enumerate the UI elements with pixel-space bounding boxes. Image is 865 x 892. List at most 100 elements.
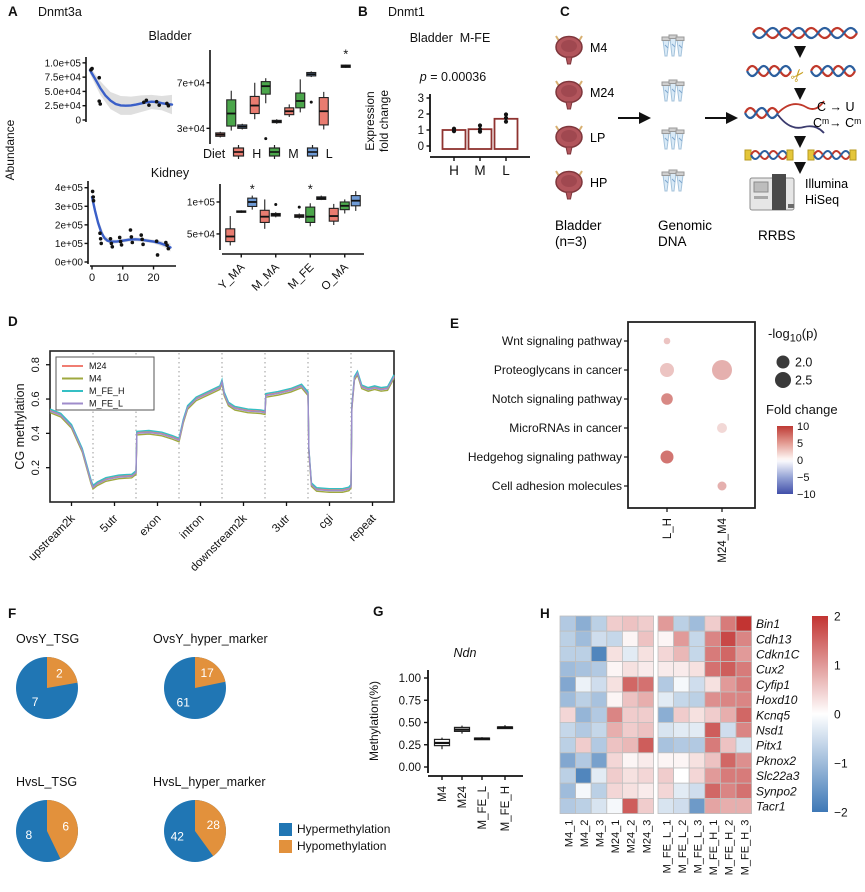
dnmt1-bar-chart: 0 1 2 3 H M L — [418, 93, 530, 178]
ndn-gene-title: Ndn — [453, 646, 477, 660]
svg-text:M_FE_L_2: M_FE_L_2 — [677, 820, 689, 874]
svg-text:2.5: 2.5 — [795, 374, 812, 388]
expression-axis-label: Expression fold change — [363, 66, 391, 176]
panel-c-label: C — [560, 4, 570, 19]
svg-text:cgi: cgi — [317, 513, 336, 532]
svg-text:28: 28 — [207, 818, 221, 832]
diet-m-label: M — [288, 146, 299, 161]
svg-text:17: 17 — [200, 666, 214, 680]
p-value: = 0.00036 — [426, 70, 487, 84]
svg-text:MicroRNAs in cancer: MicroRNAs in cancer — [509, 421, 622, 435]
panel-d-label: D — [8, 314, 18, 329]
caption-rrbs: RRBS — [758, 228, 796, 243]
svg-text:M_FE_H: M_FE_H — [500, 786, 512, 831]
svg-text:−2: −2 — [834, 806, 848, 820]
svg-text:10: 10 — [117, 272, 129, 284]
logp-prefix: -log — [768, 326, 790, 341]
svg-text:1e+05: 1e+05 — [187, 197, 216, 208]
svg-text:Proteoglycans in cancer: Proteoglycans in cancer — [494, 363, 622, 377]
svg-text:HvsL_TSG: HvsL_TSG — [16, 775, 77, 789]
svg-text:2.5e+04: 2.5e+04 — [45, 101, 82, 112]
svg-text:Hoxd10: Hoxd10 — [756, 693, 798, 707]
bladder-subplot-title: Bladder — [148, 29, 192, 43]
svg-text:Cell adhesion molecules: Cell adhesion molecules — [492, 479, 622, 493]
diet-m-box-icon — [268, 144, 281, 163]
diet-l-box-icon — [306, 144, 319, 163]
svg-text:M24: M24 — [89, 361, 107, 371]
svg-text:1e+05: 1e+05 — [55, 239, 84, 250]
svg-text:0.8: 0.8 — [30, 357, 42, 372]
expression-axis-label-line1: Expression — [363, 91, 377, 151]
panel-a-gene-title: Dnmt3a — [38, 5, 82, 19]
svg-text:Notch signaling pathway: Notch signaling pathway — [492, 392, 622, 406]
svg-text:L: L — [502, 163, 510, 178]
svg-text:5: 5 — [797, 438, 803, 450]
bladder-scatter-plot: 1.0e+05 7.5e+04 5.0e+04 2.5e+04 0 — [45, 57, 174, 127]
abundance-axis-label: Abundance — [3, 119, 17, 181]
svg-text:Cux2: Cux2 — [756, 663, 784, 677]
svg-text:3e+04: 3e+04 — [177, 124, 206, 135]
panel-b-gene-title: Dnmt1 — [388, 5, 425, 19]
dna-cut-fragments: ✂ — [746, 64, 856, 87]
svg-text:M_FE_L_1: M_FE_L_1 — [661, 820, 673, 874]
svg-text:exon: exon — [138, 513, 164, 539]
svg-text:3utr: 3utr — [270, 513, 293, 536]
svg-text:M24_1: M24_1 — [610, 820, 622, 854]
ndn-boxplot: 1.00 0.75 0.50 0.25 0.00 M4 M24 M_FE_L M_FE_H — [399, 670, 523, 831]
kidney-scatter-plot: 4e+05 3e+05 2e+05 1e+05 0e+00 0 10 20 — [55, 181, 176, 284]
svg-text:M24_3: M24_3 — [641, 820, 653, 854]
svg-text:H: H — [449, 163, 459, 178]
caption-genomic: Genomic — [658, 218, 712, 233]
caption-n3: (n=3) — [555, 234, 587, 249]
panel-b-subtitle: Bladder M-FE — [409, 31, 491, 45]
panel-g-label: G — [373, 604, 384, 619]
svg-text:*: * — [250, 181, 255, 196]
fold-change-legend-title: Fold change — [766, 402, 838, 417]
svg-text:M24_M4: M24_M4 — [717, 517, 729, 562]
bladder-icons — [555, 35, 583, 200]
panel-b-label: B — [358, 4, 368, 19]
svg-text:42: 42 — [171, 830, 185, 844]
p-value-label: p = 0.00036 — [398, 70, 508, 84]
svg-text:6: 6 — [62, 820, 69, 834]
p-symbol: p — [419, 70, 427, 84]
svg-text:0.25: 0.25 — [399, 740, 421, 752]
svg-text:repeat: repeat — [347, 512, 379, 544]
svg-text:−5: −5 — [797, 472, 810, 484]
logp-suffix: (p) — [801, 326, 818, 341]
svg-text:1: 1 — [418, 125, 424, 137]
hypermethylation-legend-item: Hypermethylation — [279, 822, 390, 836]
svg-text:M_FE: M_FE — [286, 261, 316, 291]
logp-legend-title: -log10(p) — [768, 326, 818, 345]
svg-text:M24_2: M24_2 — [626, 820, 638, 854]
svg-text:*: * — [308, 181, 313, 196]
svg-text:1: 1 — [834, 659, 841, 673]
svg-text:M4_3: M4_3 — [595, 820, 607, 848]
hypomethylation-legend-item: Hypomethylation — [279, 839, 386, 853]
kidney-boxplot: 1e+05 5e+04 * * Y_MA M_MA M_FE O_MA — [187, 181, 364, 294]
svg-text:M_FE_H_3: M_FE_H_3 — [739, 820, 751, 876]
svg-text:M_FE_H: M_FE_H — [89, 386, 125, 396]
caption-bladder: Bladder — [555, 218, 602, 233]
svg-text:HvsL_hyper_marker: HvsL_hyper_marker — [153, 775, 266, 789]
svg-text:2e+05: 2e+05 — [55, 220, 84, 231]
workflow-diagram: M4 M24 LP HP ✂ — [555, 26, 861, 249]
svg-text:L_H: L_H — [662, 518, 674, 539]
converted-strand — [777, 114, 825, 134]
svg-text:1.0e+05: 1.0e+05 — [45, 58, 82, 69]
svg-text:Nsd1: Nsd1 — [756, 724, 784, 738]
svg-text:10: 10 — [797, 421, 809, 433]
unmethylated-strand — [777, 100, 825, 114]
diet-legend-title: Diet — [203, 146, 226, 161]
hypomethylation-swatch — [279, 839, 292, 853]
diet-l-label: L — [325, 146, 333, 161]
tube-icons — [661, 34, 685, 192]
svg-text:M_FE_L_3: M_FE_L_3 — [693, 820, 705, 874]
svg-text:M4_2: M4_2 — [579, 820, 591, 848]
svg-text:0: 0 — [834, 708, 841, 722]
hypermethylation-swatch — [279, 822, 292, 836]
svg-text:M_FE_H_2: M_FE_H_2 — [724, 820, 736, 876]
svg-text:3: 3 — [418, 93, 424, 105]
